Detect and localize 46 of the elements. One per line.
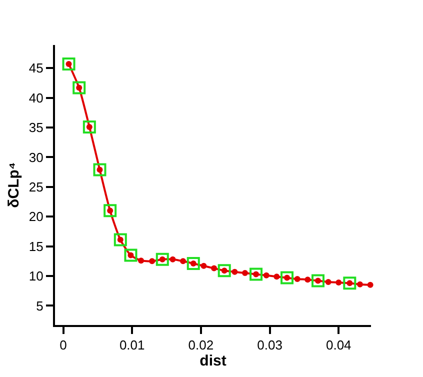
point	[232, 268, 238, 275]
point	[263, 272, 270, 278]
point	[114, 233, 127, 246]
x-tick-label: 0.02	[188, 338, 214, 353]
y-tick-label: 15	[28, 238, 44, 254]
point	[356, 281, 363, 288]
point	[250, 268, 263, 281]
y-tick-label: 35	[28, 120, 44, 136]
x-tick-label: 0.04	[326, 338, 352, 353]
point	[104, 204, 117, 218]
y-tick-label: 10	[28, 268, 44, 284]
x-tick-label: 0	[60, 338, 67, 353]
point	[186, 257, 200, 270]
y-axis-title: δCLp⁴	[6, 162, 23, 208]
point	[280, 271, 294, 284]
x-tick-label: 0.03	[257, 338, 282, 353]
point	[343, 276, 356, 290]
point	[180, 258, 186, 264]
y-tick-label: 5	[36, 298, 44, 314]
point	[170, 256, 176, 262]
point	[274, 274, 280, 280]
y-tick-label: 40	[28, 90, 44, 106]
point	[72, 81, 86, 94]
y-tick-label: 30	[28, 150, 44, 165]
x-tick-label: 0.01	[119, 338, 145, 353]
point	[325, 278, 332, 285]
y-tick-label: 45	[28, 60, 44, 76]
point	[311, 274, 324, 288]
point	[138, 258, 144, 264]
point	[82, 120, 96, 134]
point	[62, 58, 76, 70]
point	[218, 264, 231, 278]
point	[211, 265, 218, 272]
point	[149, 258, 156, 264]
point	[367, 282, 374, 288]
y-tick-label: 25	[28, 179, 44, 194]
point	[93, 163, 106, 176]
point	[124, 248, 138, 262]
point	[156, 252, 169, 266]
point	[242, 270, 248, 276]
point	[294, 276, 300, 282]
point	[304, 276, 311, 283]
x-axis-title: dist	[200, 352, 226, 370]
y-tick-label: 20	[28, 209, 44, 224]
point	[200, 262, 207, 269]
point	[336, 280, 342, 286]
